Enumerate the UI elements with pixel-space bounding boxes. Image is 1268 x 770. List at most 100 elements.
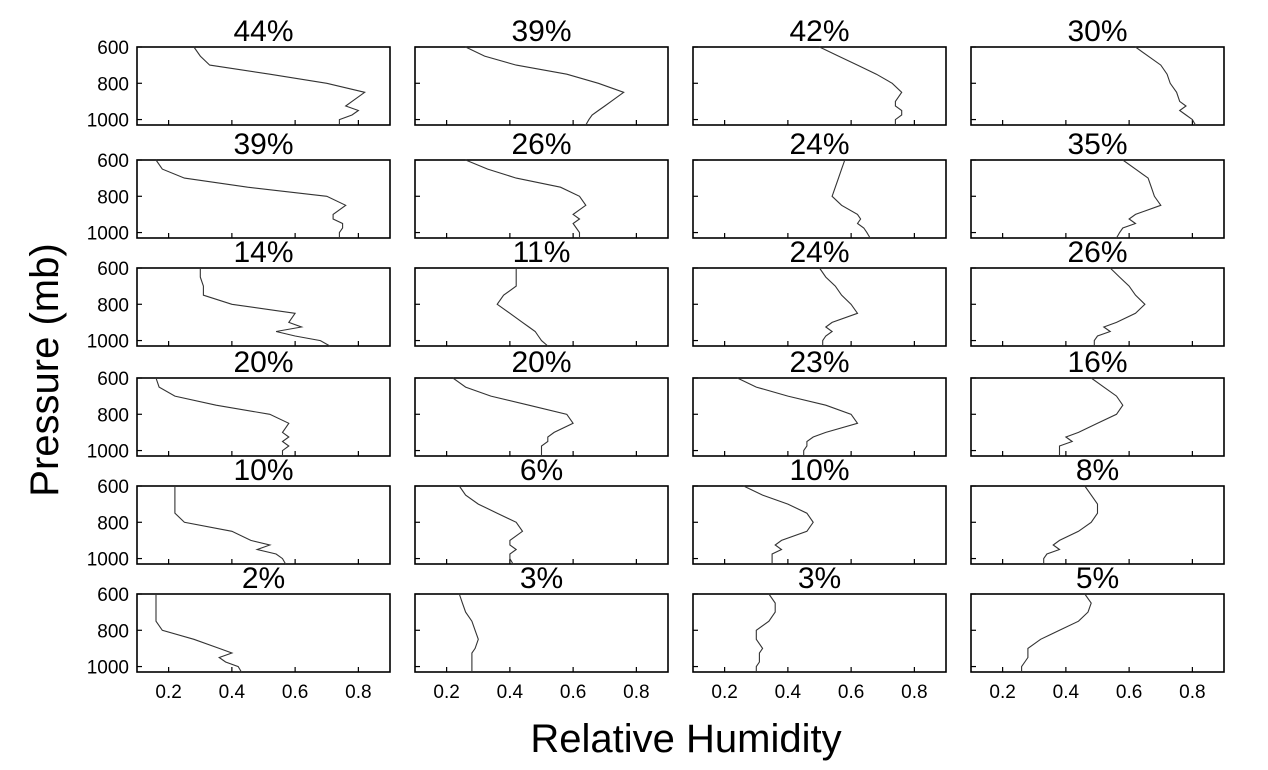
panel-4: 30% xyxy=(970,15,1225,126)
panel-frame xyxy=(970,377,1225,457)
panel-title: 42% xyxy=(789,15,849,48)
panel-frame xyxy=(414,377,669,457)
panel-frame xyxy=(970,485,1225,565)
y-tick-label: 600 xyxy=(97,477,129,498)
panel-frame xyxy=(970,46,1225,126)
y-tick-label: 600 xyxy=(97,38,129,59)
panel-19: 10% xyxy=(692,454,947,565)
y-tick-label: 600 xyxy=(97,585,129,606)
y-tick-label: 800 xyxy=(97,513,129,534)
panel-title: 44% xyxy=(233,15,293,48)
panel-frame xyxy=(136,377,391,457)
panel-12: 26% xyxy=(970,236,1225,347)
panel-title: 35% xyxy=(1067,128,1127,161)
panel-1: 44% 600 800 1000 xyxy=(87,15,391,132)
panel-16: 16% xyxy=(970,346,1225,457)
panel-title: 2% xyxy=(242,562,285,595)
humidity-profile-line xyxy=(496,268,549,347)
humidity-profile-line xyxy=(819,46,903,125)
y-tick-label: 800 xyxy=(97,621,129,642)
y-tick-label: 800 xyxy=(97,74,129,95)
x-tick-label: 0.2 xyxy=(711,682,737,703)
panel-title: 16% xyxy=(1067,346,1127,379)
panel-frame xyxy=(136,593,391,673)
x-tick-label: 0.8 xyxy=(1179,682,1205,703)
panel-5: 39% 600 800 1000 xyxy=(87,128,391,245)
panel-11: 24% xyxy=(692,236,947,347)
panel-frame xyxy=(970,267,1225,347)
humidity-profile-line xyxy=(174,486,287,565)
panel-title: 3% xyxy=(520,562,563,595)
y-tick-label: 800 xyxy=(97,295,129,316)
panel-title: 8% xyxy=(1076,454,1119,487)
panel-frame xyxy=(136,267,391,347)
humidity-profile-line xyxy=(452,377,574,456)
x-tick-label: 0.6 xyxy=(282,682,308,703)
humidity-profile-line xyxy=(155,594,242,673)
panel-title: 26% xyxy=(511,128,571,161)
y-tick-label: 1000 xyxy=(87,442,129,463)
panel-frame xyxy=(692,159,947,239)
panel-18: 6% xyxy=(414,454,669,565)
humidity-profile-line xyxy=(1093,267,1146,346)
y-tick-label: 1000 xyxy=(87,111,129,132)
panel-13: 20% 600 800 1000 xyxy=(87,346,391,463)
panel-title: 3% xyxy=(798,562,841,595)
y-tick-label: 1000 xyxy=(87,224,129,245)
x-tick-label: 0.6 xyxy=(560,682,586,703)
panel-title: 10% xyxy=(233,454,293,487)
panel-2: 39% xyxy=(414,15,669,126)
panel-22: 3% 0.2 0.4 0.6 0.8 xyxy=(414,562,669,703)
x-tick-label: 0.4 xyxy=(1053,682,1080,703)
humidity-profile-line xyxy=(155,377,290,456)
y-tick-label: 1000 xyxy=(87,658,129,679)
panel-20: 8% xyxy=(970,454,1225,565)
y-axis-title: Pressure (mb) xyxy=(23,243,67,496)
x-tick-label: 0.4 xyxy=(497,682,524,703)
panel-frame xyxy=(692,485,947,565)
panel-frame xyxy=(692,46,947,126)
humidity-profile-line xyxy=(1021,593,1092,672)
humidity-profile-line xyxy=(458,593,479,672)
humidity-profile-line xyxy=(819,267,859,346)
panel-frame xyxy=(414,267,669,347)
y-tick-label: 600 xyxy=(97,151,129,172)
panel-title: 24% xyxy=(789,236,849,269)
panel-frame xyxy=(692,377,947,457)
x-tick-label: 0.2 xyxy=(433,682,459,703)
panel-23: 3% 0.2 0.4 0.6 0.8 xyxy=(692,562,947,703)
x-tick-label: 0.6 xyxy=(838,682,864,703)
panel-title: 20% xyxy=(511,346,571,379)
panel-frame xyxy=(136,46,391,126)
panel-frame xyxy=(970,593,1225,673)
x-tick-label: 0.4 xyxy=(775,682,802,703)
x-tick-label: 0.8 xyxy=(623,682,649,703)
humidity-profile-line xyxy=(193,46,367,125)
x-tick-label: 0.8 xyxy=(901,682,927,703)
panel-3: 42% xyxy=(692,15,947,126)
panel-title: 6% xyxy=(520,454,563,487)
humidity-profile-line xyxy=(1116,159,1162,239)
panel-title: 11% xyxy=(513,236,571,269)
panel-frame xyxy=(414,485,669,565)
humidity-profile-line xyxy=(743,485,814,564)
panel-title: 5% xyxy=(1076,562,1119,595)
panel-title: 30% xyxy=(1067,15,1127,48)
panel-title: 20% xyxy=(233,346,293,379)
y-tick-label: 800 xyxy=(97,187,129,208)
humidity-profile-line xyxy=(737,377,859,456)
panel-frame xyxy=(136,159,391,239)
y-tick-label: 600 xyxy=(97,259,129,280)
x-tick-label: 0.8 xyxy=(345,682,371,703)
humidity-profile-line xyxy=(1043,485,1099,564)
panel-title: 14% xyxy=(233,236,293,269)
y-tick-label: 1000 xyxy=(87,550,129,571)
x-tick-label: 0.4 xyxy=(219,682,246,703)
panel-frame xyxy=(970,159,1225,239)
panel-9: 14% 600 800 1000 xyxy=(87,236,391,353)
panel-frame xyxy=(692,593,947,673)
humidity-profile-line xyxy=(755,593,776,672)
panel-7: 24% xyxy=(692,128,947,239)
humidity-profile-line xyxy=(1135,46,1196,126)
